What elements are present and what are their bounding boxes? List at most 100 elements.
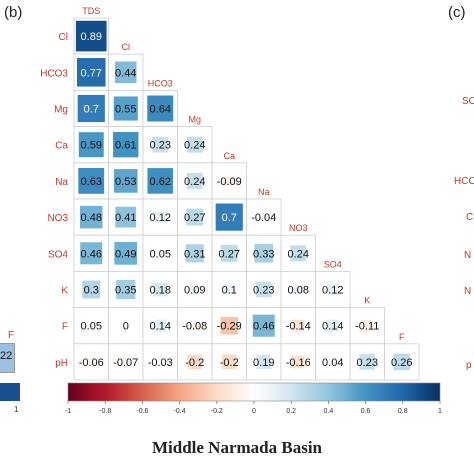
- right-fragment-5: p: [466, 360, 472, 371]
- heatmap-square: [75, 20, 107, 52]
- colorbar-tick-label: 0.2: [286, 408, 296, 415]
- heatmap-value: 0.18: [150, 285, 171, 297]
- heatmap-square: [113, 132, 139, 158]
- heatmap-value: -0.11: [355, 321, 379, 333]
- colorbar-tick-label: -1: [65, 408, 71, 415]
- right-fragment-4: N: [464, 286, 472, 297]
- heatmap-value: -0.09: [217, 176, 242, 188]
- heatmap-value: 0.63: [81, 176, 102, 188]
- row-label: Na: [55, 177, 68, 188]
- heatmap-square: [87, 357, 96, 366]
- heatmap-square: [186, 172, 203, 189]
- heatmap-value: 0.24: [184, 140, 205, 152]
- heatmap-value: -0.04: [251, 212, 276, 224]
- right-fragment-1: HCO: [454, 176, 474, 187]
- heatmap-square: [291, 355, 305, 369]
- heatmap-square: [121, 357, 131, 367]
- heatmap-square: [154, 211, 166, 223]
- colorbar-tick-label: 0.4: [324, 408, 334, 415]
- heatmap-square: [255, 281, 272, 298]
- heatmap-value: 0.53: [115, 176, 136, 188]
- row-label: K: [61, 286, 68, 297]
- heatmap-value: 0.12: [322, 285, 343, 297]
- colorbar-tick-label: 0.6: [361, 408, 371, 415]
- heatmap-square: [147, 168, 174, 194]
- heatmap-value: 0.14: [150, 321, 171, 333]
- column-label: SO4: [324, 259, 342, 269]
- column-label: K: [364, 296, 370, 306]
- heatmap-square: [157, 359, 164, 365]
- column-label: HCO3: [148, 78, 173, 88]
- heatmap-square: [220, 316, 239, 335]
- right-panel-label: (c): [448, 4, 466, 21]
- heatmap-square: [215, 203, 243, 231]
- left-fragment-axis-value: 1: [14, 405, 19, 414]
- column-label: Ca: [223, 151, 235, 161]
- heatmap-square: [220, 244, 238, 262]
- heatmap-value: 0.23: [150, 140, 171, 152]
- heatmap-value: 0.77: [81, 67, 102, 79]
- heatmap-square: [113, 96, 138, 121]
- heatmap-square: [256, 354, 271, 369]
- left-fragment-colorbar: [0, 383, 20, 401]
- heatmap-value: 0.19: [253, 357, 274, 369]
- heatmap-square: [78, 132, 104, 158]
- colorbar-tick-label: -0.4: [174, 408, 186, 415]
- heatmap-square: [329, 358, 336, 366]
- heatmap-value: -0.2: [220, 357, 239, 369]
- heatmap-value: 0.3: [84, 285, 99, 297]
- heatmap-value: 0.27: [184, 212, 205, 224]
- heatmap-square: [326, 319, 339, 332]
- heatmap-square: [187, 354, 203, 370]
- heatmap-value: 0.12: [150, 212, 171, 224]
- heatmap-value: 0.41: [115, 212, 136, 224]
- heatmap-square: [154, 319, 167, 332]
- column-label: NO3: [289, 223, 308, 233]
- colorbar-tick-label: -0.2: [211, 408, 223, 415]
- left-fragment-value: 22: [0, 350, 13, 362]
- row-label: NO3: [47, 213, 68, 224]
- heatmap-square: [186, 208, 204, 226]
- colorbar-tick-label: -0.8: [99, 408, 111, 415]
- heatmap-value: 0.05: [81, 321, 102, 333]
- heatmap-value: 0.24: [288, 248, 309, 260]
- heatmap-value: 0.35: [115, 285, 136, 297]
- colorbar-tick-label: 0.8: [398, 408, 408, 415]
- heatmap-value: -0.29: [217, 321, 242, 333]
- heatmap-square: [87, 322, 95, 330]
- heatmap-value: 0.89: [81, 31, 102, 43]
- heatmap-value: 0.46: [253, 321, 274, 333]
- heatmap-square: [361, 320, 373, 332]
- heatmap-value: 0.27: [219, 248, 240, 260]
- column-label: F: [399, 332, 405, 342]
- heatmap-value: 0.31: [184, 248, 205, 260]
- heatmap-value: 0.7: [84, 104, 99, 116]
- heatmap-value: 0.04: [322, 357, 343, 369]
- column-label: TDS: [82, 6, 100, 16]
- heatmap-square: [79, 205, 103, 229]
- heatmap-square: [114, 61, 137, 84]
- heatmap-square: [78, 168, 105, 194]
- heatmap-square: [152, 136, 169, 153]
- heatmap-value: 0.05: [150, 248, 171, 260]
- heatmap-square: [292, 319, 305, 332]
- heatmap-value: 0.55: [115, 104, 136, 116]
- heatmap-value: 0.59: [81, 140, 102, 152]
- heatmap-square: [156, 249, 164, 257]
- heatmap-value: 0.26: [391, 357, 412, 369]
- heatmap-value: 0.08: [288, 285, 309, 297]
- row-label: Mg: [54, 105, 68, 116]
- column-label: Cl: [122, 42, 131, 52]
- heatmap-value: 0.44: [115, 67, 136, 79]
- colorbar-tick-label: 0: [252, 408, 256, 415]
- heatmap-square: [290, 245, 307, 262]
- heatmap-value: -0.03: [148, 357, 173, 369]
- heatmap-value: 0.24: [184, 176, 205, 188]
- heatmap-square: [77, 94, 105, 123]
- heatmap-value: 0: [123, 321, 129, 333]
- row-label: Ca: [55, 141, 68, 152]
- heatmap-square: [252, 314, 275, 337]
- heatmap-square: [147, 95, 174, 122]
- heatmap-square: [359, 354, 376, 370]
